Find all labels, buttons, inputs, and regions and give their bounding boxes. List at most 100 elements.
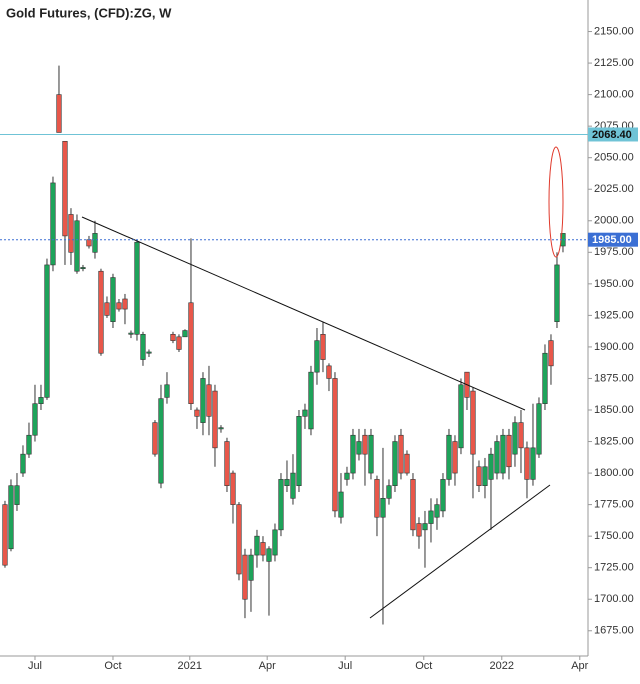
candle-body xyxy=(248,554,254,581)
candle-body xyxy=(164,384,170,398)
candle-body xyxy=(122,298,128,310)
candle-body xyxy=(188,302,194,404)
candle-body xyxy=(20,453,26,474)
x-tick-label: Jul xyxy=(338,660,352,672)
chart-title: Gold Futures, (CFD):ZG, W xyxy=(6,5,172,20)
candle-body xyxy=(470,390,476,455)
candle-body xyxy=(536,403,542,455)
candle-body xyxy=(524,447,530,480)
candle-body xyxy=(26,434,32,455)
candle-body xyxy=(542,352,548,404)
candle-body xyxy=(290,472,296,499)
candle-body xyxy=(134,241,140,335)
candle-body xyxy=(110,277,116,322)
candle-body xyxy=(104,302,110,316)
y-tick-label: 2150.00 xyxy=(594,25,634,37)
candle-body xyxy=(80,267,86,270)
highlight-ellipse xyxy=(548,146,564,258)
candle-body xyxy=(302,409,308,417)
x-tick-label: Apr xyxy=(259,660,276,672)
candle-body xyxy=(218,427,224,430)
candle-body xyxy=(326,365,332,379)
y-tick-label: 1825.00 xyxy=(594,435,634,447)
candle-body xyxy=(32,403,38,436)
y-tick-label: 1950.00 xyxy=(594,278,634,290)
candle-body xyxy=(410,479,416,531)
candle-body xyxy=(200,378,206,423)
candle-body xyxy=(56,94,62,133)
y-tick-label: 1675.00 xyxy=(594,625,634,637)
candle-body xyxy=(230,472,236,505)
candle-body xyxy=(14,485,20,505)
candle-body xyxy=(434,504,440,518)
candle-body xyxy=(344,472,350,480)
trendline xyxy=(81,216,526,411)
candle-body xyxy=(98,270,104,354)
price-label: 1985.00 xyxy=(592,234,632,246)
y-tick-label: 2050.00 xyxy=(594,152,634,164)
y-tick-label: 1750.00 xyxy=(594,530,634,542)
candle-body xyxy=(446,434,452,480)
candle-body xyxy=(68,214,74,253)
candle-body xyxy=(398,434,404,474)
candle-body xyxy=(92,233,98,253)
candle-body xyxy=(2,504,8,566)
trendline xyxy=(369,484,551,619)
candle-body xyxy=(152,422,158,455)
candle-body xyxy=(320,334,326,360)
candle-body xyxy=(548,340,554,367)
candle-body xyxy=(38,397,44,404)
candle-body xyxy=(428,510,434,524)
candle-body xyxy=(206,384,212,417)
x-tick-label: Oct xyxy=(415,660,432,672)
candle-body xyxy=(368,434,374,474)
candle-body xyxy=(392,441,398,486)
candle-body xyxy=(284,479,290,486)
candle-body xyxy=(242,554,248,600)
y-tick-label: 1875.00 xyxy=(594,372,634,384)
x-tick-label: Jul xyxy=(28,660,42,672)
candle-body xyxy=(314,340,320,373)
candle-body xyxy=(488,453,494,480)
y-tick-label: 1925.00 xyxy=(594,309,634,321)
candle-body xyxy=(194,409,200,417)
candle-body xyxy=(254,535,260,556)
y-tick-label: 1725.00 xyxy=(594,562,634,574)
candle-body xyxy=(554,264,560,322)
candle-body xyxy=(278,479,284,531)
candle-body xyxy=(140,334,146,360)
candle-body xyxy=(50,182,56,266)
y-tick-label: 2100.00 xyxy=(594,89,634,101)
candle-body xyxy=(374,479,380,518)
candle-body xyxy=(482,466,488,486)
candle-body xyxy=(296,416,302,486)
candle-body xyxy=(458,384,464,449)
y-tick-label: 1900.00 xyxy=(594,341,634,353)
candle-body xyxy=(158,398,164,484)
price-label-box xyxy=(588,232,638,247)
candle-body xyxy=(380,498,386,518)
candle-body xyxy=(500,434,506,474)
y-tick-label: 1775.00 xyxy=(594,499,634,511)
candle-body xyxy=(440,479,446,512)
candle-body xyxy=(356,441,362,455)
candle-body xyxy=(170,334,176,341)
price-label-box xyxy=(588,127,638,142)
candle-body xyxy=(506,434,512,468)
candle-body xyxy=(116,302,122,310)
y-tick-label: 1850.00 xyxy=(594,404,634,416)
candle-body xyxy=(176,336,182,350)
candle-body xyxy=(476,466,482,486)
y-tick-label: 1800.00 xyxy=(594,467,634,479)
candle-body xyxy=(362,434,368,455)
candle-body xyxy=(494,441,500,474)
candle-body xyxy=(416,523,422,537)
candle-body xyxy=(212,390,218,449)
candle-body xyxy=(44,264,50,398)
x-tick-label: 2022 xyxy=(490,660,514,672)
candle-body xyxy=(128,332,134,335)
candle-body xyxy=(404,453,410,474)
price-label: 2068.40 xyxy=(592,129,632,141)
plot xyxy=(2,65,566,625)
